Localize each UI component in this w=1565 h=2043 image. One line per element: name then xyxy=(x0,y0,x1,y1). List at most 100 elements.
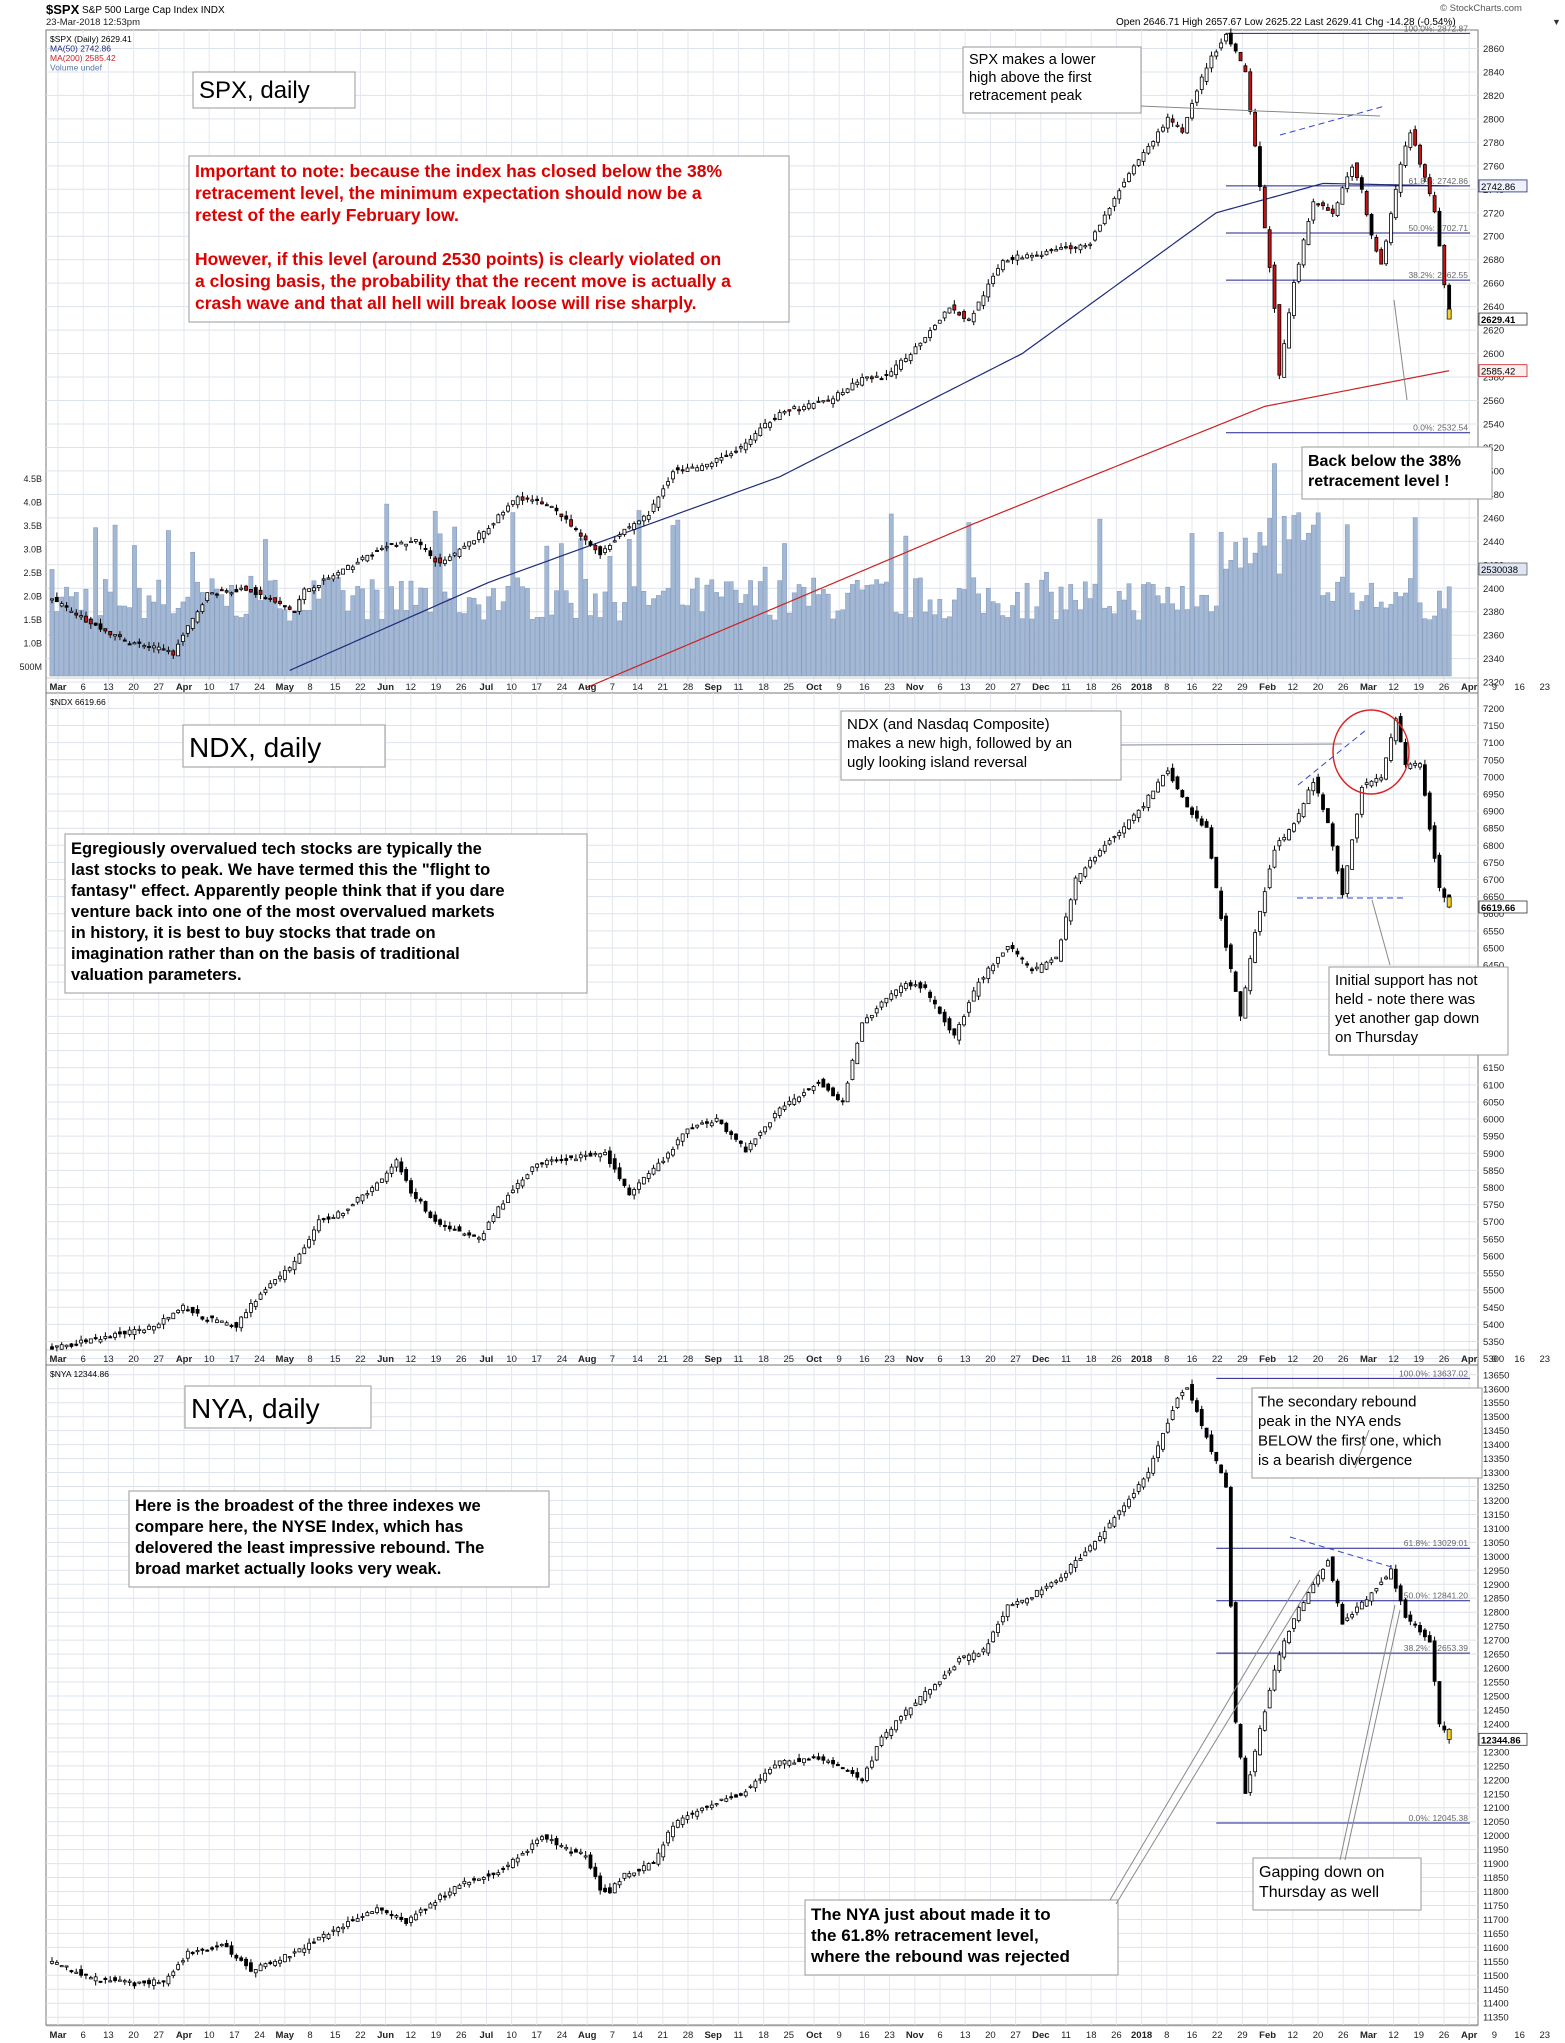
candle-body xyxy=(1156,781,1160,793)
volume-bar xyxy=(757,581,763,677)
x-tick-label: Apr xyxy=(176,682,193,693)
candle-body xyxy=(1228,944,1233,970)
volume-bar xyxy=(854,580,860,677)
volume-bar xyxy=(413,604,419,677)
candle-body xyxy=(957,311,962,316)
candle-body xyxy=(287,606,292,610)
candle-body xyxy=(627,1873,632,1878)
x-tick-label: Apr xyxy=(176,2030,193,2041)
y-tick-label: 11950 xyxy=(1483,1845,1509,1856)
candle-body xyxy=(617,1167,622,1180)
candle-body xyxy=(593,544,598,551)
volume-bar xyxy=(549,614,555,677)
y-tick-label: 2620 xyxy=(1483,326,1504,337)
candle-body xyxy=(554,1159,559,1162)
candle-body xyxy=(1413,129,1418,146)
candle-body xyxy=(1185,116,1190,134)
x-tick-label: 12 xyxy=(406,682,417,693)
candle-body xyxy=(952,304,957,311)
candle-body xyxy=(312,587,316,592)
candle-body xyxy=(971,312,976,323)
x-tick-label: 24 xyxy=(254,2030,265,2041)
candle-body xyxy=(1204,67,1209,82)
fib-label: 100.0%: 2872.87 xyxy=(1404,23,1469,33)
last-price-value: 12344.86 xyxy=(1481,1735,1521,1746)
volume-bar xyxy=(1403,592,1408,677)
candle-body xyxy=(1170,767,1175,782)
candle-body xyxy=(118,634,122,638)
y-tick-label: 2720 xyxy=(1483,208,1504,219)
annotation: NDX (and Nasdaq Composite)makes a new hi… xyxy=(840,710,1122,781)
y-tick-label: 5350 xyxy=(1483,1337,1504,1348)
candle-body xyxy=(802,1092,806,1096)
annotation-text: a closing basis, the probability that th… xyxy=(195,271,731,291)
candle-body xyxy=(671,471,675,480)
candle-body xyxy=(268,597,273,600)
candle-body xyxy=(59,1965,64,1968)
candle-body xyxy=(423,547,428,550)
y-tick-label: 12700 xyxy=(1483,1636,1509,1647)
candle-body xyxy=(1107,840,1112,845)
candle-body xyxy=(641,515,646,522)
fib-label: 61.8%: 13029.01 xyxy=(1404,1538,1469,1548)
candle-body xyxy=(1442,1725,1447,1731)
candle-body xyxy=(462,1880,467,1885)
annotation-text: Egregiously overvalued tech stocks are t… xyxy=(71,840,482,858)
x-tick-label: 11 xyxy=(733,2030,743,2041)
x-tick-label: 26 xyxy=(1111,2030,1122,2041)
y-tick-label: 12900 xyxy=(1483,1580,1509,1591)
x-tick-label: 26 xyxy=(1439,682,1450,693)
candle-body xyxy=(1418,144,1422,165)
annotation-text: NDX (and Nasdaq Composite) xyxy=(847,716,1050,733)
candle-body xyxy=(525,497,530,500)
annotation-box xyxy=(1252,1857,1422,1911)
candle-body xyxy=(641,1176,646,1185)
candle-body xyxy=(118,1979,122,1982)
x-tick-label: 10 xyxy=(204,682,215,693)
x-tick-label: 16 xyxy=(1514,1354,1525,1365)
x-tick-label: 19 xyxy=(431,1354,442,1365)
candle-body xyxy=(646,1173,651,1179)
candle-body xyxy=(93,1976,98,1982)
candle-body xyxy=(1151,1457,1156,1474)
annotation-text: on Thursday xyxy=(1335,1029,1419,1046)
candle-body xyxy=(840,391,845,396)
candle-body xyxy=(714,1117,719,1122)
candle-body xyxy=(1335,845,1340,872)
candle-body xyxy=(1408,763,1413,769)
x-tick-label: Oct xyxy=(806,682,823,693)
candle-body xyxy=(103,1977,108,1980)
candle-body xyxy=(423,1201,428,1212)
candle-body xyxy=(743,1791,748,1797)
candle-body xyxy=(74,1343,79,1346)
annotation-text: However, if this level (around 2530 poin… xyxy=(195,249,721,269)
annotation-box xyxy=(1251,1387,1483,1479)
x-tick-label: Oct xyxy=(806,2030,823,2041)
candle-body xyxy=(661,1844,666,1858)
y-tick-label: 11400 xyxy=(1483,1999,1509,2010)
candle-body xyxy=(1287,1630,1291,1644)
y-tick-label: 5950 xyxy=(1483,1132,1504,1143)
candle-body xyxy=(64,605,69,608)
volume-bar xyxy=(583,579,588,677)
candle-body xyxy=(782,1105,787,1110)
candle-body xyxy=(1059,247,1063,250)
volume-bar xyxy=(1417,602,1423,677)
candle-body xyxy=(918,982,923,989)
volume-bar xyxy=(777,580,783,677)
candle-body xyxy=(831,1759,835,1765)
candle-body xyxy=(738,1793,743,1796)
volume-bar xyxy=(1189,533,1195,677)
chevron-down-icon[interactable]: ▼ xyxy=(1552,17,1561,27)
candle-body xyxy=(1422,164,1427,178)
volume-bar xyxy=(1407,578,1413,677)
candle-body xyxy=(806,1088,811,1091)
y-tick-label: 12050 xyxy=(1483,1817,1509,1828)
candle-body xyxy=(569,1851,573,1854)
x-tick-label: 19 xyxy=(1414,1354,1425,1365)
candle-body xyxy=(1049,1582,1054,1587)
candle-body xyxy=(132,1329,137,1336)
volume-bar xyxy=(1073,600,1078,677)
candle-body xyxy=(1340,187,1345,205)
